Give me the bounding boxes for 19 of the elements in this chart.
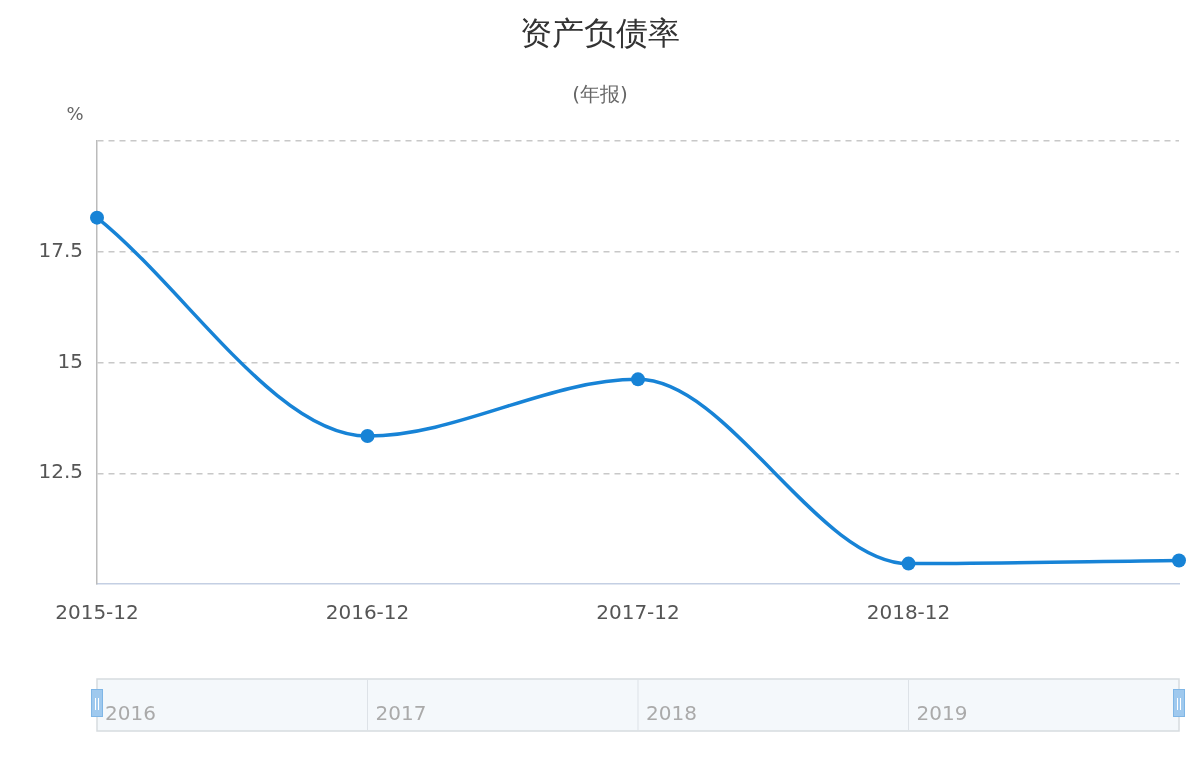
text: 2019 xyxy=(916,701,968,726)
text: 2018 xyxy=(646,701,697,726)
x-tick-label: 2017-12 xyxy=(596,600,680,625)
chart-subtitle: (年报) xyxy=(572,82,628,107)
point xyxy=(360,429,375,444)
point xyxy=(631,372,645,387)
x-tick-label: 2018-12 xyxy=(866,600,951,625)
point xyxy=(1172,553,1186,568)
point xyxy=(901,556,916,571)
text: 2016 xyxy=(105,701,156,726)
x-tick-label: 2015-12 xyxy=(55,600,139,625)
point xyxy=(90,210,104,225)
chart-title: 资产负债率 xyxy=(520,14,680,53)
text: 2017 xyxy=(375,701,427,726)
y-tick-label: 12.5 xyxy=(38,459,83,484)
y-tick-label: 15 xyxy=(57,348,83,373)
x-tick-label: 2016-12 xyxy=(325,600,410,625)
y-tick-label: 17.5 xyxy=(38,237,83,262)
y-axis-title: % xyxy=(66,102,84,124)
